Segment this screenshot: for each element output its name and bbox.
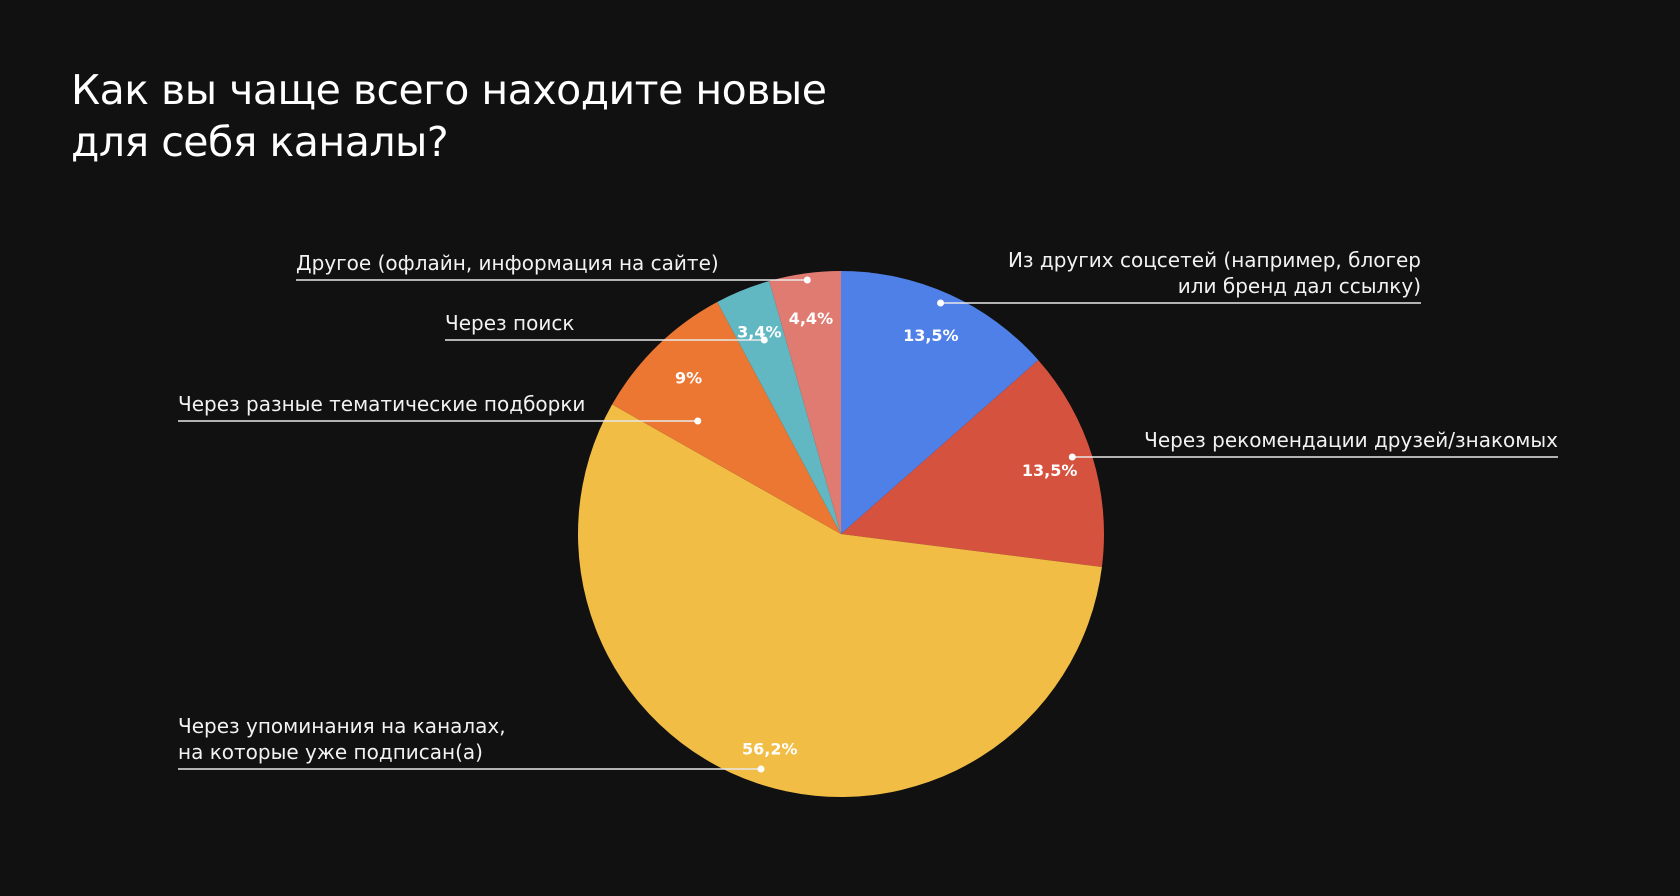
pie-slice-4 [612,301,841,534]
chart-title: Как вы чаще всего находите новые для себ… [71,64,831,168]
category-label-4-line-1: Через разные тематические подборки [178,392,585,416]
pie-slice-3 [577,404,1102,798]
pie-slices [577,271,1104,798]
pie-slice-1 [841,271,1039,534]
category-label-1-line-1: Из других соцсетей (например, блогер [1008,248,1421,272]
pie-slice-2 [841,360,1104,567]
leader-dot-5 [760,336,768,344]
pie-value-label-5: 3,4% [737,323,781,342]
pie-labels: 13,5% Из других соцсетей (например, блоге… [178,248,1558,764]
leader-dot-6 [803,276,811,284]
category-label-6-line-1: Другое (офлайн, информация на сайте) [296,251,719,275]
leader-dot-3 [757,765,765,773]
leader-lines [178,276,1558,773]
category-label-3-line-1: Через упоминания на каналах, [178,714,506,738]
leader-dot-1 [937,299,945,307]
pie-value-label-1: 13,5% [903,326,959,345]
category-label-3-line-2: на которые уже подписан(а) [178,740,483,764]
pie-slice-5 [717,280,841,534]
pie-value-label-3: 56,2% [742,740,798,759]
leader-dot-2 [1068,453,1076,461]
pie-value-label-4: 9% [675,369,702,388]
category-label-2-line-1: Через рекомендации друзей/знакомых [1144,428,1558,452]
chart-title-line-2: для себя каналы? [71,118,449,166]
chart-title-line-1: Как вы чаще всего находите новые [71,66,827,114]
pie-slice-6 [769,271,841,534]
pie-value-label-6: 4,4% [789,309,833,328]
category-label-5-line-1: Через поиск [445,311,574,335]
pie-value-label-2: 13,5% [1022,461,1078,480]
category-label-1-line-2: или бренд дал ссылку) [1178,274,1421,298]
leader-dot-4 [694,417,702,425]
